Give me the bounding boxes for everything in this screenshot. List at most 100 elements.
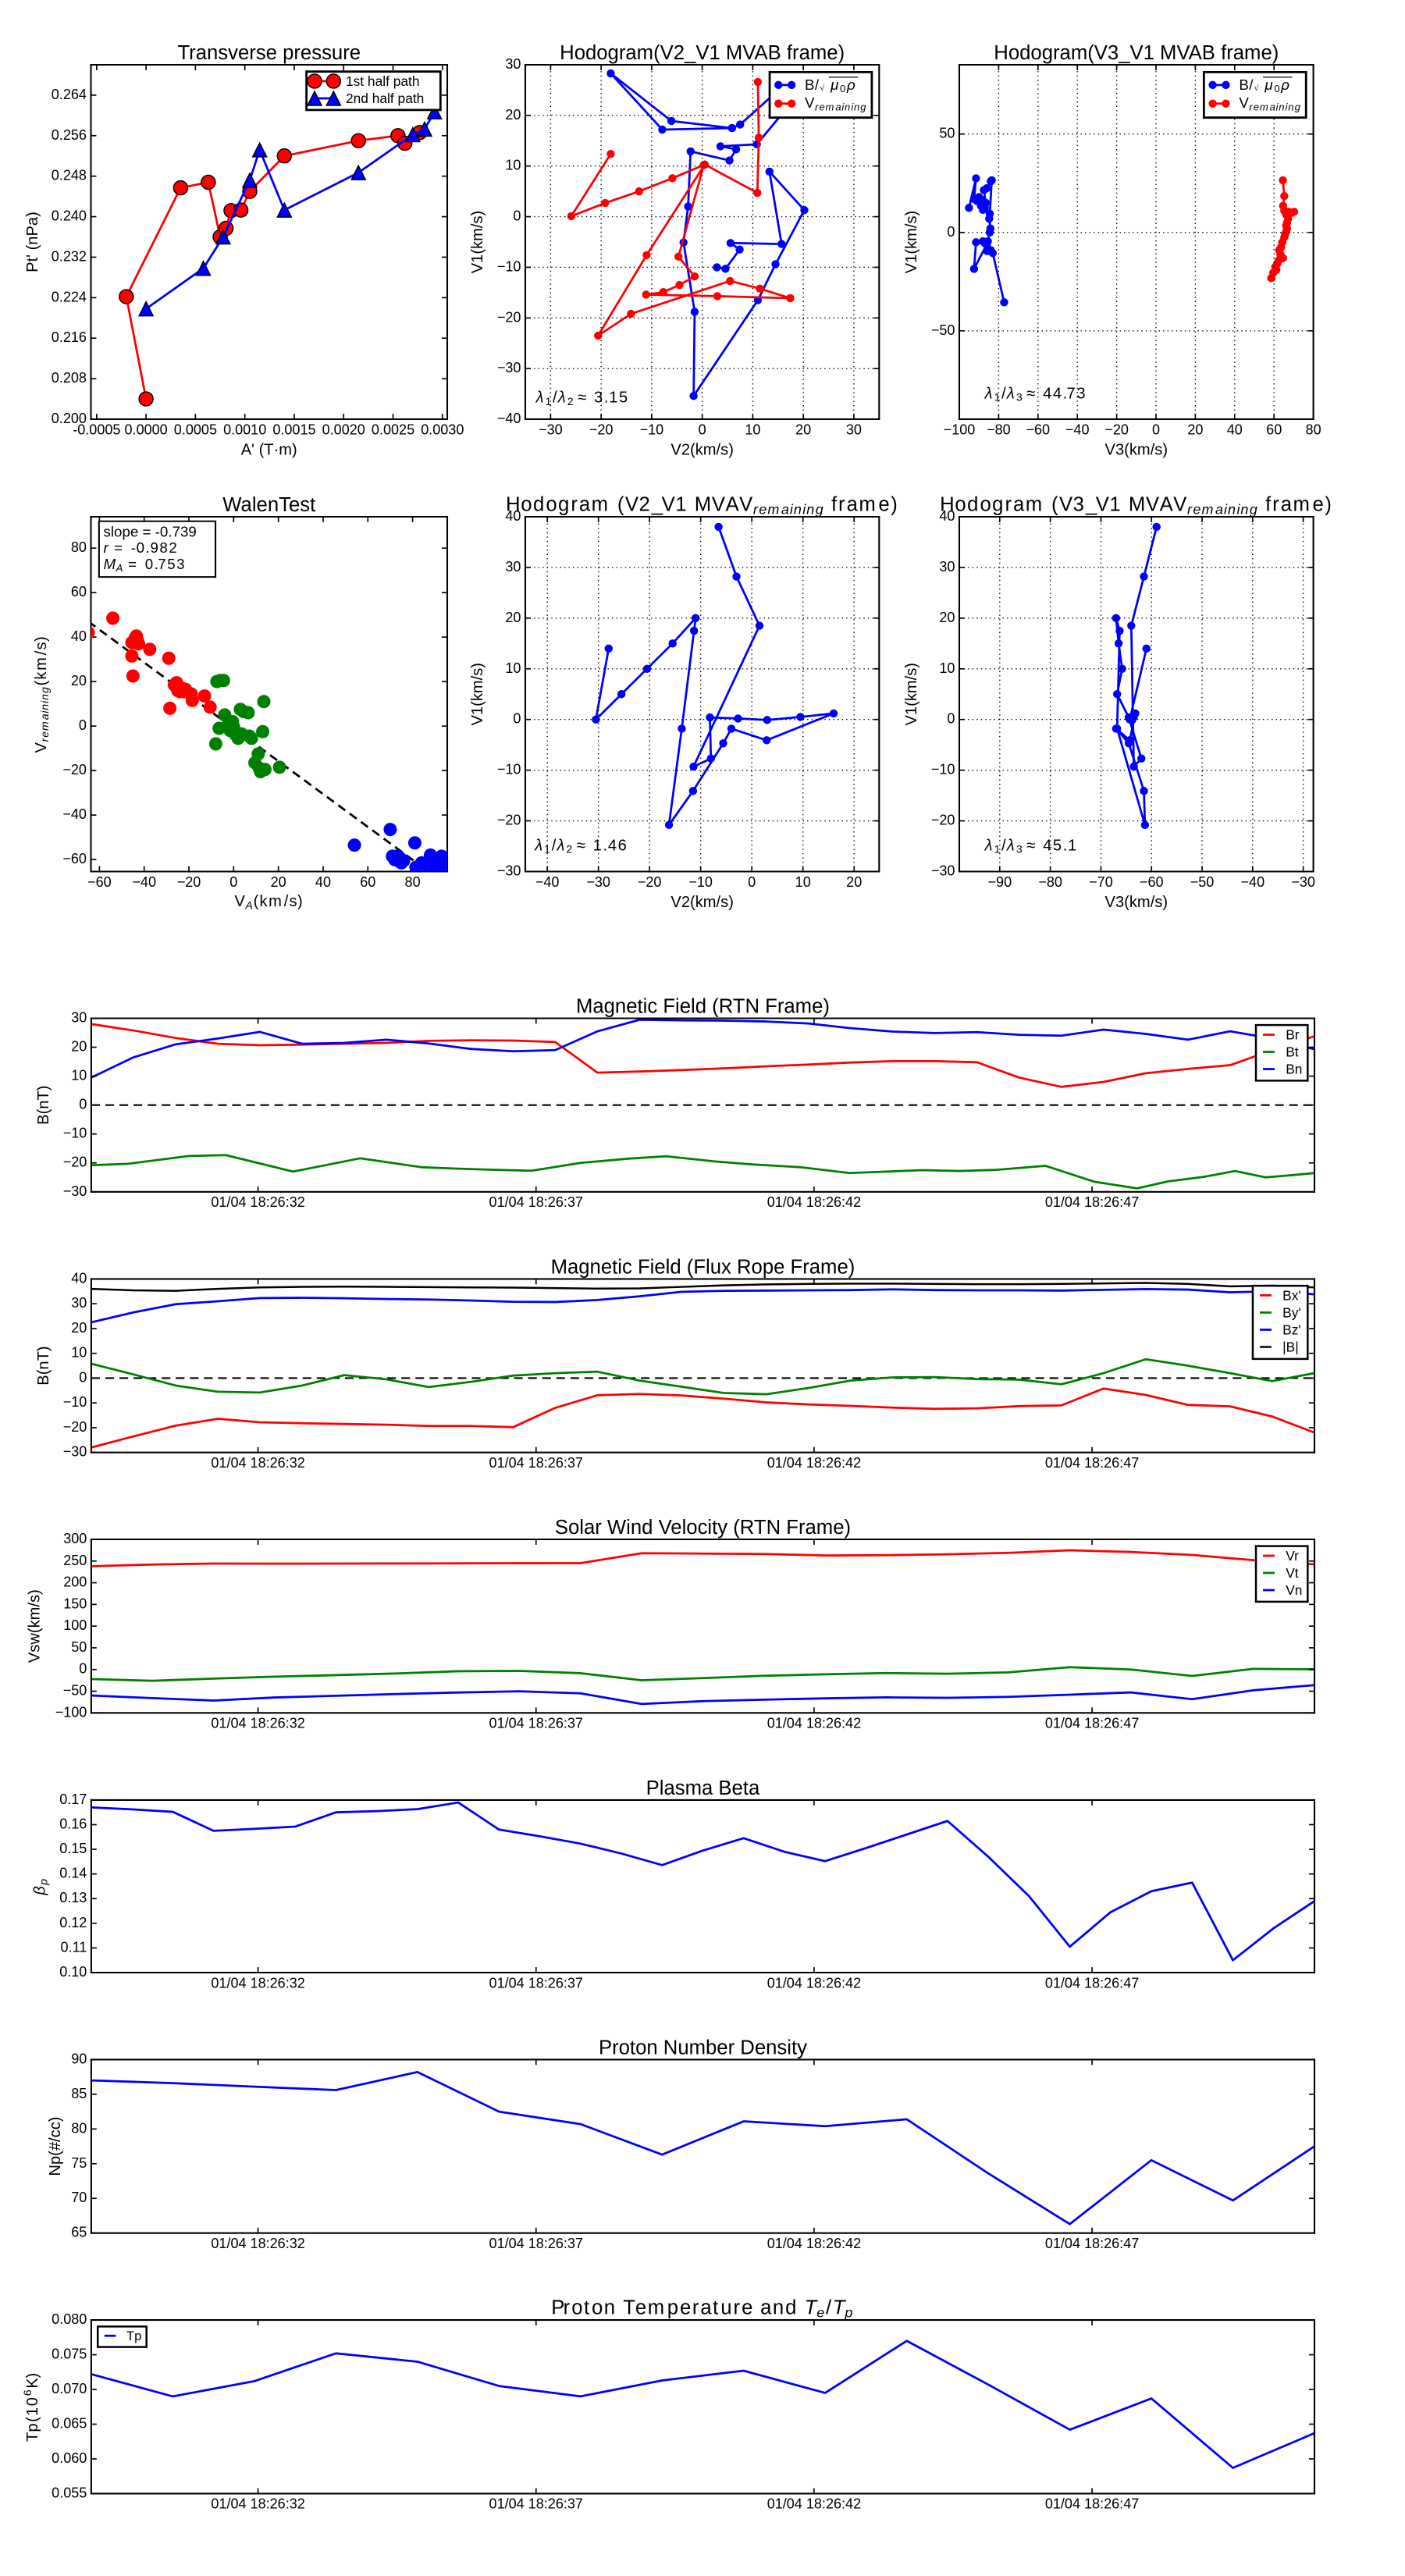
svg-text:01/04 18:26:42: 01/04 18:26:42 — [767, 2236, 861, 2251]
svg-text:B / √ μ: B / √ μ ρ 0 — [1239, 74, 1294, 94]
svg-text:01/04 18:26:42: 01/04 18:26:42 — [767, 1194, 861, 1210]
svg-text:0.264: 0.264 — [52, 87, 87, 102]
svg-text:01/04 18:26:32: 01/04 18:26:32 — [211, 1975, 304, 1991]
svg-text:2nd half path: 2nd half path — [346, 91, 424, 106]
svg-text:Hodogram(V2_V1 MVAB frame): Hodogram(V2_V1 MVAB frame) — [560, 42, 845, 64]
svg-text:−20: −20 — [497, 813, 521, 828]
svg-text:−10: −10 — [63, 1126, 87, 1141]
svg-text:−20: −20 — [931, 813, 955, 828]
svg-text:−40: −40 — [132, 874, 156, 890]
svg-text:V2(km/s): V2(km/s) — [670, 441, 734, 458]
svg-text:B(nT): B(nT) — [35, 1085, 52, 1124]
svg-text:Transverse pressure: Transverse pressure — [177, 42, 361, 64]
svg-text:01/04 18:26:32: 01/04 18:26:32 — [211, 1716, 304, 1731]
svg-text:0.0015: 0.0015 — [272, 422, 315, 437]
svg-text:Bt: Bt — [1286, 1044, 1299, 1060]
svg-text:0.055: 0.055 — [52, 2485, 87, 2500]
svg-text:0.12: 0.12 — [59, 1915, 87, 1930]
svg-text:10: 10 — [505, 660, 521, 676]
svg-text:Pt' (nPa): Pt' (nPa) — [24, 212, 41, 272]
svg-text:01/04 18:26:47: 01/04 18:26:47 — [1045, 1194, 1139, 1210]
svg-text:−60: −60 — [1140, 874, 1164, 890]
svg-text:30: 30 — [505, 559, 521, 575]
svg-text:M A =: M A = 0 . 7 5 3 — [103, 553, 184, 575]
svg-text:01/04 18:26:37: 01/04 18:26:37 — [489, 2236, 583, 2251]
svg-text:0.224: 0.224 — [52, 289, 87, 304]
svg-text:0.0030: 0.0030 — [421, 422, 464, 437]
svg-text:250: 250 — [63, 1553, 87, 1568]
svg-text:20: 20 — [795, 422, 811, 437]
svg-text:01/04 18:26:47: 01/04 18:26:47 — [1045, 1975, 1139, 1991]
svg-text:0: 0 — [513, 208, 521, 224]
svg-text:60: 60 — [360, 874, 375, 890]
svg-text:−40: −40 — [497, 411, 521, 426]
svg-text:0: 0 — [1152, 422, 1160, 437]
svg-text:−20: −20 — [177, 874, 201, 890]
svg-text:−30: −30 — [63, 1183, 87, 1199]
svg-text:20: 20 — [271, 874, 286, 890]
svg-text:−20: −20 — [63, 1155, 87, 1170]
svg-text:Tp: Tp — [126, 2329, 141, 2343]
svg-text:−40: −40 — [1241, 874, 1265, 890]
svg-text:40: 40 — [505, 508, 521, 524]
svg-text:01/04 18:26:42: 01/04 18:26:42 — [767, 1975, 861, 1991]
svg-text:40: 40 — [71, 1270, 87, 1286]
svg-text:75: 75 — [71, 2155, 87, 2171]
svg-text:0.17: 0.17 — [59, 1791, 87, 1807]
svg-text:−70: −70 — [1089, 874, 1113, 890]
svg-text:0: 0 — [513, 711, 521, 727]
svg-text:Br: Br — [1286, 1027, 1300, 1043]
svg-text:200: 200 — [63, 1574, 87, 1590]
svg-text:-0.0005: -0.0005 — [73, 422, 120, 437]
svg-text:20: 20 — [505, 610, 521, 625]
svg-text:λ λ 1 3: λ λ 1 3 / ≈ 4 5 . 1 — [984, 834, 1077, 856]
svg-text:Vt: Vt — [1286, 1565, 1299, 1581]
svg-text:−10: −10 — [63, 1394, 87, 1410]
svg-text:0.208: 0.208 — [52, 370, 87, 386]
svg-text:−20: −20 — [63, 1419, 87, 1435]
svg-text:−50: −50 — [1190, 874, 1215, 890]
svg-text:−10: −10 — [497, 258, 521, 274]
svg-text:V r e m: V r e m a i n i n g — [805, 92, 866, 114]
svg-text:0.0010: 0.0010 — [223, 422, 266, 437]
svg-text:40: 40 — [1227, 422, 1243, 437]
svg-text:10: 10 — [795, 874, 811, 890]
svg-text:−10: −10 — [497, 762, 521, 777]
svg-text:0.248: 0.248 — [52, 168, 87, 183]
svg-text:0: 0 — [229, 874, 237, 890]
svg-text:0.060: 0.060 — [52, 2450, 87, 2466]
svg-text:30: 30 — [71, 1009, 87, 1025]
svg-text:V r e m: V r e m a i n i n g — [1239, 92, 1300, 114]
svg-text:1st half path: 1st half path — [346, 73, 420, 89]
svg-text:0.075: 0.075 — [52, 2347, 87, 2362]
svg-text:−60: −60 — [1026, 422, 1050, 437]
svg-text:V1(km/s): V1(km/s) — [469, 211, 486, 274]
svg-text:80: 80 — [71, 539, 87, 555]
svg-text:λ λ 1 3: λ λ 1 3 / ≈ 4 4 . 7 3 — [984, 382, 1086, 404]
svg-text:A' (T·m): A' (T·m) — [241, 441, 297, 458]
svg-text:−40: −40 — [62, 806, 87, 822]
svg-text:Hodogram(V3_V1 MVAB frame): Hodogram(V3_V1 MVAB frame) — [994, 42, 1279, 64]
svg-text:90: 90 — [71, 2051, 87, 2066]
svg-text:−30: −30 — [497, 863, 521, 878]
svg-text:20: 20 — [71, 673, 87, 688]
svg-text:20: 20 — [1187, 422, 1203, 437]
svg-text:−80: −80 — [1038, 874, 1062, 890]
svg-text:01/04 18:26:32: 01/04 18:26:32 — [211, 1455, 304, 1471]
svg-text:01/04 18:26:32: 01/04 18:26:32 — [211, 1194, 304, 1210]
svg-text:85: 85 — [71, 2086, 87, 2101]
svg-text:−20: −20 — [1104, 422, 1129, 437]
svg-text:−40: −40 — [535, 874, 560, 890]
svg-text:Np(#/cc): Np(#/cc) — [47, 2117, 64, 2176]
svg-text:V1(km/s): V1(km/s) — [903, 663, 920, 726]
svg-text:0.200: 0.200 — [52, 411, 87, 426]
svg-text:65: 65 — [71, 2225, 87, 2240]
svg-text:−20: −20 — [638, 874, 662, 890]
svg-text:0.070: 0.070 — [52, 2381, 87, 2396]
svg-text:H o d o: H o d o g r a m ( V 2 _ V 1 M V A V f r … — [506, 493, 902, 518]
svg-text:10: 10 — [71, 1068, 87, 1083]
svg-text:0: 0 — [748, 874, 756, 890]
svg-text:V ( k m: V ( k m / s ) A — [234, 891, 307, 911]
svg-text:T p ( 1: T p ( 1 0 K ) 6 — [21, 2368, 41, 2442]
svg-text:slope = -0.739: slope = -0.739 — [103, 524, 196, 540]
